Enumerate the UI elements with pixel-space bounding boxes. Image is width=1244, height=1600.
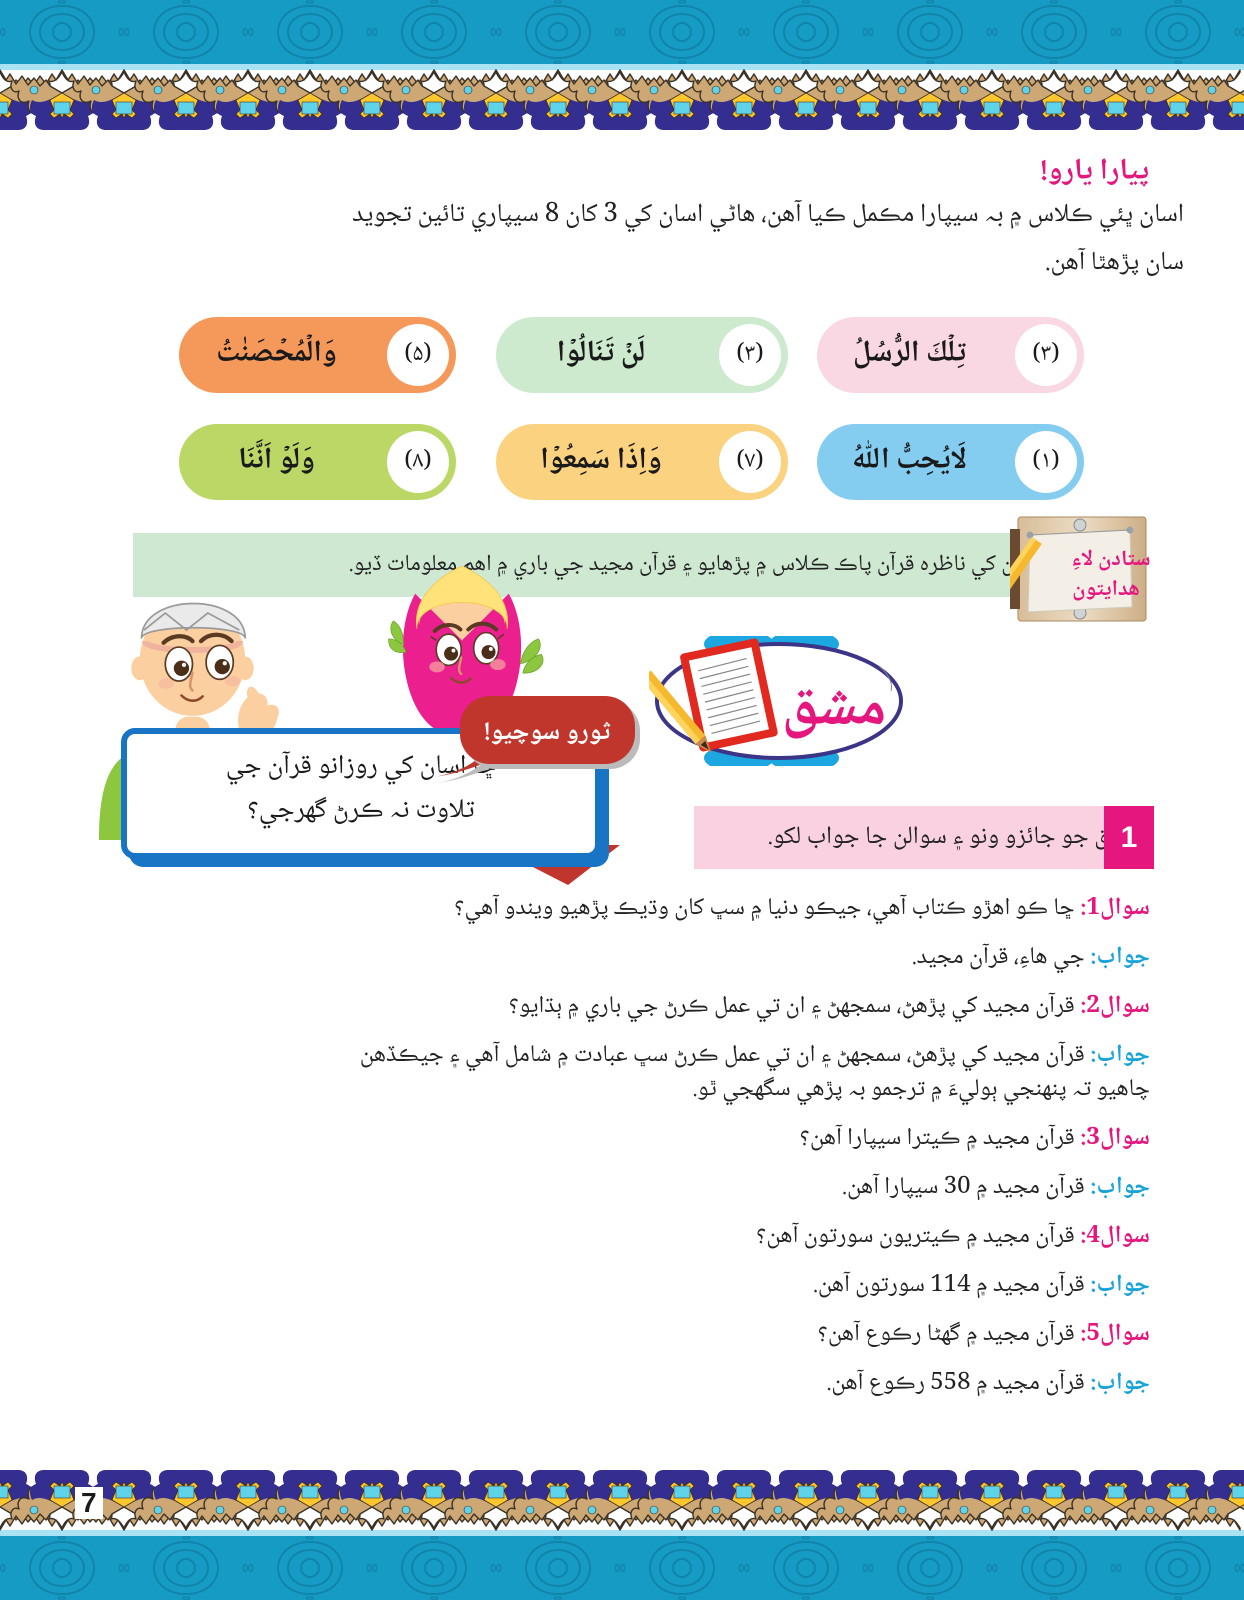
- svg-text:مشق: مشق: [782, 662, 887, 761]
- svg-text:ثورو سوچيو!: ثورو سوچيو!: [484, 712, 611, 756]
- svg-text:هدايتون: هدايتون: [1072, 571, 1140, 609]
